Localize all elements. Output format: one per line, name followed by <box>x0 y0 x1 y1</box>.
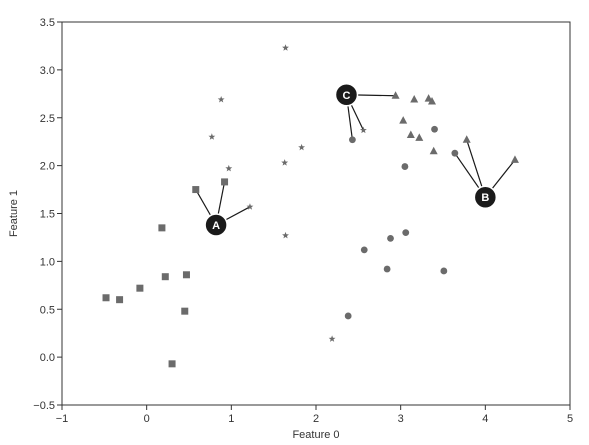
callout-c-circle <box>334 83 359 107</box>
callout-c-label: C <box>343 90 351 102</box>
square-marker <box>181 307 189 315</box>
x-tick-label: 4 <box>482 413 488 425</box>
x-tick-label: 5 <box>567 413 573 425</box>
circle-marker <box>451 149 459 157</box>
y-axis-label: Feature 1 <box>8 190 20 237</box>
circle-marker <box>360 246 368 254</box>
star-marker <box>246 203 254 210</box>
square-marker <box>221 178 229 186</box>
x-axis-ticks: −1 0 1 2 3 4 5 <box>56 405 573 425</box>
y-tick-label: 3.5 <box>40 17 55 29</box>
star-marker <box>208 133 216 140</box>
circle-marker <box>387 234 394 242</box>
y-tick-label: 0.0 <box>40 352 55 364</box>
x-tick-label: 3 <box>398 413 404 425</box>
data-points <box>102 44 519 368</box>
circle-marker <box>383 265 391 273</box>
star-marker <box>217 95 225 103</box>
square-marker <box>158 224 166 232</box>
triangle-marker <box>406 130 415 138</box>
callout-b-label: B <box>481 192 489 204</box>
y-tick-label: 1.0 <box>40 256 55 268</box>
square-marker <box>182 271 190 279</box>
x-tick-label: 0 <box>144 413 150 425</box>
star-marker <box>282 44 289 51</box>
circle-marker <box>344 312 352 320</box>
triangle-marker <box>415 133 424 141</box>
plot-frame <box>61 21 571 406</box>
triangle-marker <box>391 91 400 99</box>
x-axis-label: Feature 0 <box>292 429 339 441</box>
x-tick-label: 1 <box>228 413 234 425</box>
square-marker <box>102 294 110 302</box>
triangle-marker <box>410 95 419 103</box>
star-marker <box>225 164 233 172</box>
triangle-marker <box>427 96 436 105</box>
circle-marker <box>349 136 356 144</box>
square-marker <box>168 360 176 368</box>
x-tick-label: −1 <box>56 413 69 425</box>
circle-marker <box>402 229 410 237</box>
star-marker <box>281 159 289 166</box>
callouts: A B C <box>204 83 498 237</box>
square-marker <box>136 284 144 292</box>
circle-marker <box>401 163 409 170</box>
star-marker <box>298 143 306 151</box>
square-marker <box>192 186 200 194</box>
square-marker <box>161 273 169 281</box>
x-tick-label: 2 <box>313 413 319 425</box>
triangle-marker <box>399 116 408 124</box>
y-tick-label: 0.5 <box>40 304 55 316</box>
callout-b-circle <box>473 185 498 209</box>
y-tick-label: 2.5 <box>40 113 55 125</box>
triangle-marker <box>429 146 438 155</box>
y-tick-label: −0.5 <box>33 400 55 412</box>
square-marker <box>116 296 124 304</box>
y-tick-label: 2.0 <box>40 161 55 173</box>
y-tick-label: 1.5 <box>40 209 55 221</box>
y-axis-ticks: −0.5 0.0 0.5 1.0 1.5 2.0 2.5 3.0 3.5 <box>33 17 62 412</box>
star-marker <box>328 335 336 342</box>
star-marker <box>282 231 289 239</box>
triangle-marker <box>462 135 471 143</box>
triangle-marker <box>510 155 519 163</box>
callout-a-label: A <box>212 220 220 232</box>
y-tick-label: 3.0 <box>40 65 55 77</box>
circle-marker <box>431 125 438 133</box>
callout-a-circle <box>204 213 228 237</box>
star-marker <box>359 126 367 134</box>
circle-marker <box>440 267 448 275</box>
